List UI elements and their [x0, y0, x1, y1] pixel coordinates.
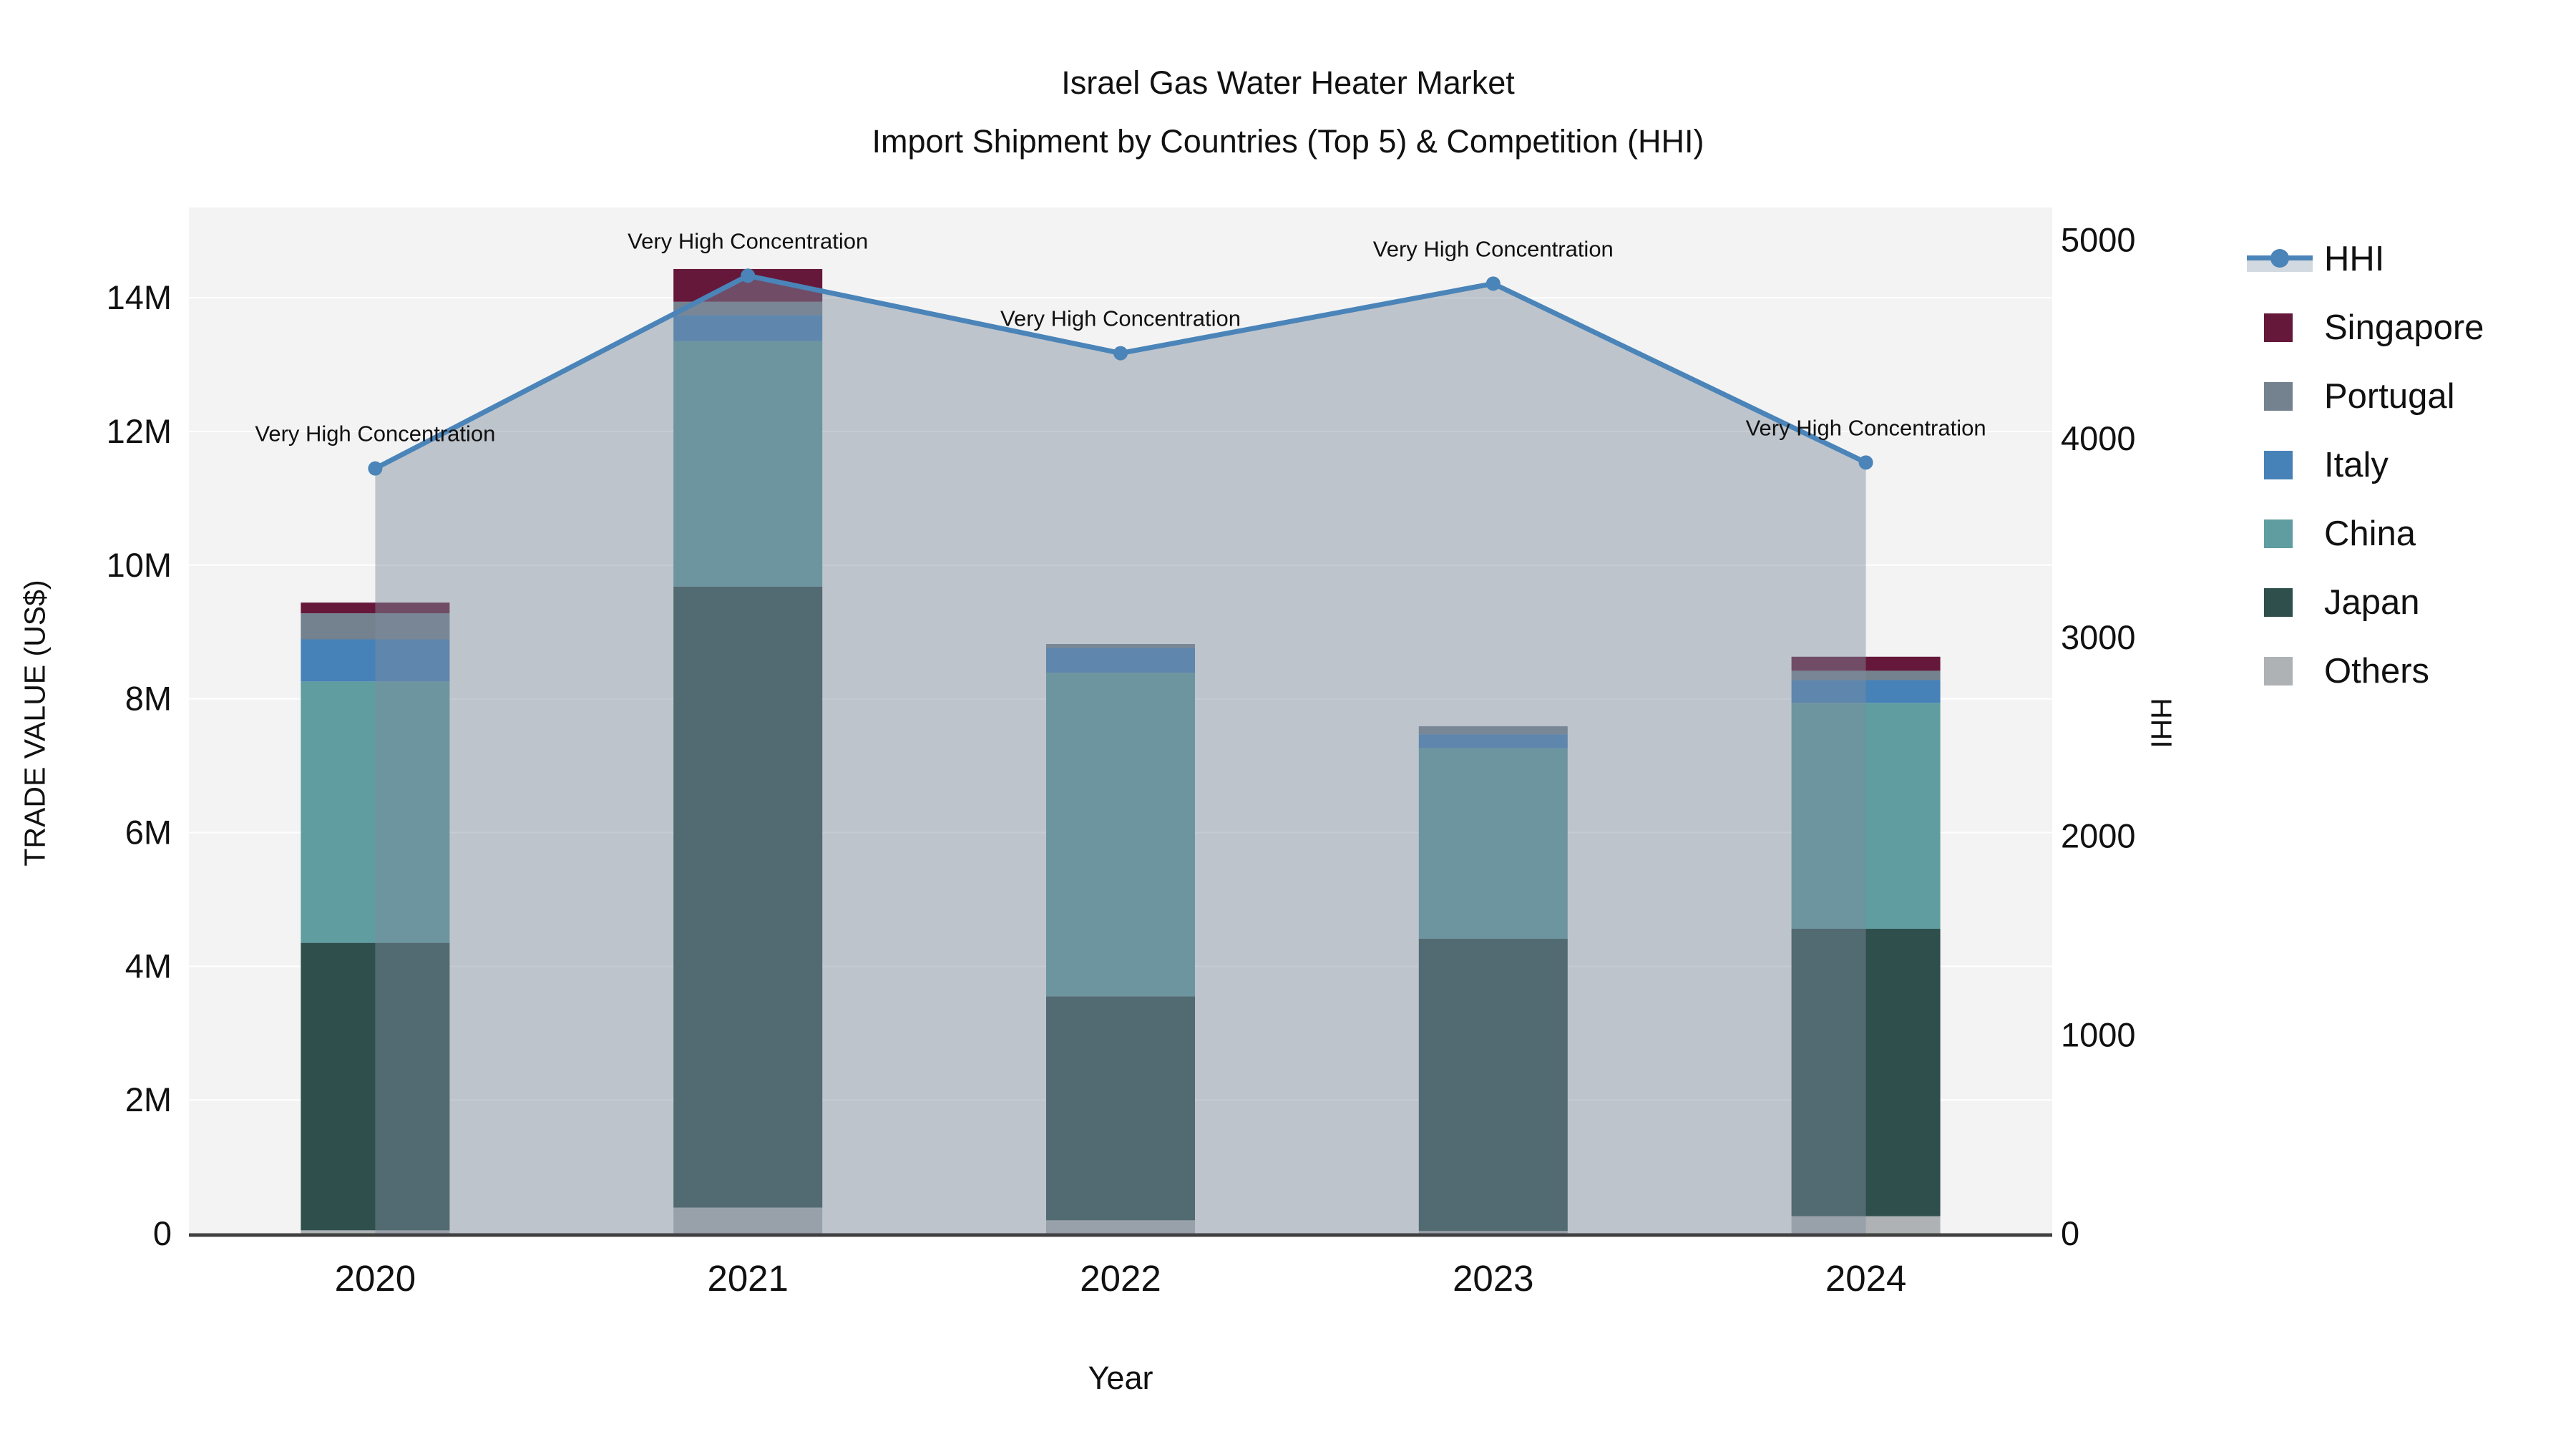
y-right-tick-label: 4000 [2061, 419, 2136, 457]
bar-segment-2022-japan[interactable] [1046, 996, 1195, 1221]
chart-title: Israel Gas Water Heater Market [1061, 64, 1515, 101]
hhi-point-2024[interactable] [1858, 455, 1873, 470]
x-tick-label-2020: 2020 [335, 1258, 416, 1299]
annotation-2024: Very High Concentration [1746, 415, 1986, 440]
legend-swatch-portugal [2264, 382, 2293, 411]
y-left-tick-label: 10M [107, 546, 172, 584]
legend-item-singapore[interactable]: Singapore [2247, 293, 2484, 362]
hhi-point-2023[interactable] [1485, 276, 1501, 291]
bar-segment-2021-others[interactable] [673, 1207, 823, 1234]
legend-swatch-italy [2264, 451, 2293, 479]
bar-segment-2023-china[interactable] [1418, 748, 1568, 940]
legend-swatch-japan [2264, 588, 2293, 617]
legend-label-hhi: HHI [2324, 240, 2385, 278]
bar-segment-2020-japan[interactable] [301, 942, 450, 1231]
x-tick-label-2024: 2024 [1825, 1258, 1906, 1299]
chart-subtitle: Import Shipment by Countries (Top 5) & C… [872, 123, 1704, 160]
y-left-tick-label: 4M [125, 947, 172, 985]
legend-swatch-singapore [2264, 313, 2293, 342]
legend-label-others: Others [2324, 652, 2430, 691]
legend-item-china[interactable]: China [2247, 499, 2484, 568]
y-left-tick-label: 0 [153, 1214, 172, 1252]
x-tick-label-2022: 2022 [1080, 1258, 1161, 1299]
annotation-2021: Very High Concentration [628, 228, 868, 253]
y-right-tick-label: 2000 [2061, 817, 2136, 855]
chart-title-block: Israel Gas Water Heater Market Import Sh… [0, 54, 2576, 171]
hhi-point-2021[interactable] [741, 268, 756, 283]
legend-item-japan[interactable]: Japan [2247, 568, 2484, 637]
legend-label-italy: Italy [2324, 446, 2389, 484]
legend-label-portugal: Portugal [2324, 377, 2455, 416]
legend-item-others[interactable]: Others [2247, 637, 2484, 706]
hhi-area-fill [375, 275, 1866, 1234]
bar-segment-2022-china[interactable] [1046, 673, 1195, 997]
bar-segment-2024-portugal[interactable] [1791, 670, 1941, 680]
bar-segment-2024-italy[interactable] [1791, 680, 1941, 703]
legend-label-china: China [2324, 514, 2416, 553]
x-tick-label-2021: 2021 [707, 1258, 788, 1299]
bar-segment-2023-japan[interactable] [1418, 939, 1568, 1231]
y-left-tick-label: 2M [125, 1080, 172, 1118]
y-axis-title-left: TRADE VALUE (US$) [18, 580, 52, 867]
y-left-tick-label: 12M [107, 412, 172, 450]
legend-item-portugal[interactable]: Portugal [2247, 362, 2484, 431]
bar-segment-2024-china[interactable] [1791, 703, 1941, 930]
legend-label-singapore: Singapore [2324, 308, 2484, 347]
annotation-2020: Very High Concentration [255, 421, 495, 447]
hhi-sample-dot [2270, 249, 2289, 268]
y-right-tick-label: 1000 [2061, 1015, 2136, 1053]
hhi-line-sample-icon [2247, 243, 2313, 275]
bar-segment-2020-singapore[interactable] [301, 602, 450, 614]
legend: HHI Singapore Portugal Italy China Japan Other… [2247, 225, 2484, 706]
bar-segment-2023-portugal[interactable] [1418, 726, 1568, 735]
y-left-tick-label: 6M [125, 813, 172, 851]
legend-swatch-china [2264, 519, 2293, 548]
x-axis-title: Year [1088, 1360, 1153, 1396]
bar-segment-2020-italy[interactable] [301, 639, 450, 682]
y-axis-title-right: HHI [2145, 698, 2178, 748]
bar-segment-2022-others[interactable] [1046, 1220, 1195, 1234]
bar-segment-2024-japan[interactable] [1791, 929, 1941, 1216]
hhi-point-2020[interactable] [368, 461, 383, 476]
y-left-tick-label: 14M [107, 278, 172, 316]
bar-segment-2021-portugal[interactable] [673, 301, 823, 316]
legend-swatch-others [2264, 657, 2293, 686]
legend-label-japan: Japan [2324, 583, 2420, 622]
y-left-tick-label: 8M [125, 680, 172, 718]
legend-item-hhi[interactable]: HHI [2247, 225, 2484, 293]
bar-segment-2021-japan[interactable] [673, 586, 823, 1208]
y-right-tick-label: 3000 [2061, 618, 2136, 656]
hhi-point-2022[interactable] [1113, 346, 1128, 361]
annotation-2022: Very High Concentration [1000, 306, 1241, 331]
bar-segment-2023-others[interactable] [1418, 1231, 1568, 1234]
x-tick-label-2023: 2023 [1453, 1258, 1533, 1299]
bar-segment-2021-china[interactable] [673, 341, 823, 587]
bar-segment-2020-portugal[interactable] [301, 613, 450, 640]
bar-segment-2022-italy[interactable] [1046, 648, 1195, 673]
bar-segment-2023-italy[interactable] [1418, 734, 1568, 748]
bar-segment-2020-china[interactable] [301, 681, 450, 943]
bar-segment-2022-portugal[interactable] [1046, 644, 1195, 648]
legend-item-italy[interactable]: Italy [2247, 431, 2484, 499]
annotation-2023: Very High Concentration [1373, 236, 1614, 261]
bar-segment-2024-singapore[interactable] [1791, 656, 1941, 671]
y-right-tick-label: 0 [2061, 1214, 2079, 1252]
bar-segment-2021-italy[interactable] [673, 315, 823, 341]
y-right-tick-label: 5000 [2061, 220, 2136, 258]
bar-segment-2020-others[interactable] [301, 1230, 450, 1234]
bar-segment-2024-others[interactable] [1791, 1216, 1941, 1234]
